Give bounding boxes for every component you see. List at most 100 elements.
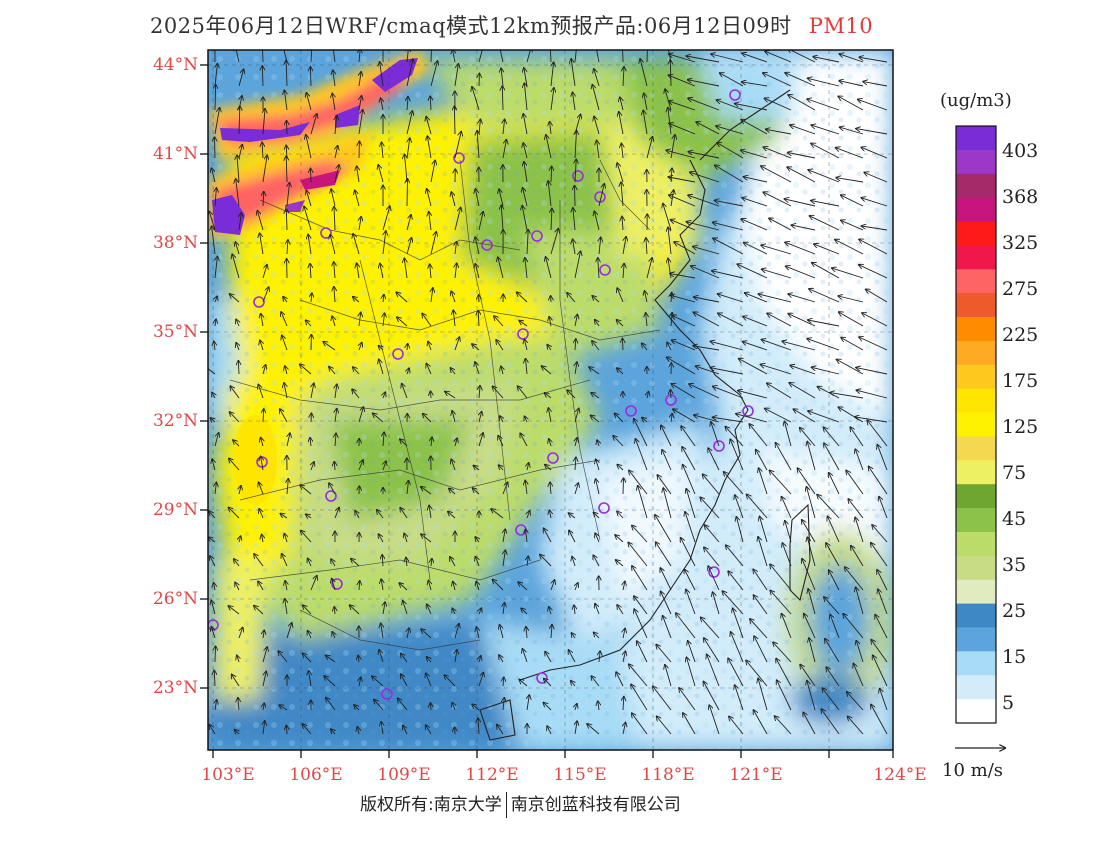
wind-arrow	[545, 465, 552, 471]
wind-arrow	[379, 650, 384, 663]
wind-arrow	[736, 414, 768, 423]
wind-arrow	[689, 384, 720, 399]
wind-arrow	[688, 80, 720, 87]
colorbar-swatch	[956, 388, 996, 414]
wind-arrow	[686, 56, 720, 63]
wind-arrow	[623, 582, 625, 591]
colorbar-swatch	[956, 531, 996, 557]
wind-arrow	[475, 264, 480, 279]
wind-arrow	[398, 698, 408, 711]
wind-arrow	[615, 414, 624, 423]
wind-arrow	[359, 217, 361, 231]
wind-arrow	[617, 288, 624, 303]
wind-arrow	[400, 508, 408, 519]
wind-arrow	[335, 409, 337, 423]
wind-arrow	[407, 97, 408, 111]
wind-arrow	[524, 83, 527, 111]
wind-arrow	[526, 627, 527, 639]
wind-arrow	[309, 671, 312, 687]
wind-arrow	[334, 287, 335, 303]
colorbar-swatch	[956, 436, 996, 461]
wind-arrow	[661, 592, 672, 615]
wind-arrow	[830, 393, 864, 399]
wind-arrow	[212, 393, 215, 399]
wind-arrow	[756, 450, 768, 471]
colorbar-swatch	[956, 699, 996, 724]
wind-arrow	[668, 177, 696, 183]
wind-arrow	[380, 62, 384, 87]
wind-arrow	[715, 200, 744, 207]
wind-arrow	[359, 313, 361, 327]
wind-arrow	[592, 341, 600, 351]
wind-arrow	[403, 601, 408, 615]
wind-arrow	[263, 192, 264, 207]
wind-arrow	[686, 590, 696, 615]
wind-arrow	[455, 650, 457, 663]
wind-arrow	[331, 729, 335, 734]
wind-arrow	[846, 471, 864, 495]
wind-arrow	[856, 390, 888, 399]
footer-owner: 版权所有:南京大学	[360, 795, 502, 815]
wind-arrow	[215, 85, 216, 111]
wind-arrow	[782, 341, 816, 351]
wind-arrow	[855, 449, 864, 471]
wind-arrow	[449, 489, 456, 495]
wind-arrow	[308, 559, 311, 567]
wind-arrow	[479, 656, 481, 663]
wind-arrow	[263, 703, 264, 711]
wind-arrow	[373, 413, 384, 423]
wind-arrow	[835, 240, 864, 255]
wind-arrow	[807, 339, 840, 351]
colorbar-swatch	[956, 675, 996, 700]
wind-arrow	[353, 234, 360, 255]
wind-arrow	[455, 242, 457, 255]
wind-arrow	[840, 127, 864, 135]
wind-arrow	[544, 528, 552, 543]
footer-company: 南京创蓝科技有限公司	[510, 795, 681, 815]
wind-arrow	[454, 132, 461, 159]
wind-arrow	[628, 543, 648, 567]
wind-arrow	[406, 111, 412, 135]
wind-arrow	[238, 69, 244, 87]
wind-arrow	[383, 392, 385, 399]
wind-arrow	[711, 54, 744, 63]
wind-arrow	[230, 294, 240, 303]
lat-label: 35°N	[152, 322, 198, 342]
colorbar-swatch	[956, 197, 996, 223]
wind-arrow	[551, 62, 554, 87]
wind-arrow	[287, 121, 288, 135]
wind-arrow	[232, 254, 240, 279]
colorbar-label: 15	[1002, 646, 1027, 668]
wind-arrow	[861, 147, 888, 159]
wind-arrow	[597, 141, 599, 159]
wind-arrow	[451, 368, 456, 375]
wind-arrow	[427, 657, 431, 663]
wind-arrow	[210, 418, 215, 422]
wind-arrow	[479, 608, 481, 615]
wind-arrow	[454, 624, 459, 639]
wind-arrow	[546, 257, 552, 279]
wind-arrow	[637, 641, 648, 663]
wind-arrow	[215, 64, 217, 87]
wind-arrow	[209, 725, 216, 735]
colorbar-swatch	[956, 579, 996, 605]
wind-arrow	[735, 104, 768, 111]
wind-arrow	[743, 317, 768, 327]
wind-arrow	[503, 677, 504, 687]
wind-arrow	[519, 321, 528, 327]
wind-arrow	[526, 50, 531, 63]
lat-label: 44°N	[152, 55, 198, 75]
wind-arrow	[869, 467, 888, 495]
wind-arrow	[310, 576, 317, 591]
wind-arrow	[379, 346, 384, 350]
wind-arrow	[499, 655, 503, 663]
colorbar-swatch	[956, 269, 996, 294]
wind-arrow	[653, 686, 672, 711]
wind-arrow	[821, 709, 840, 735]
wind-arrow	[761, 166, 792, 183]
wind-arrow	[404, 534, 407, 543]
wind-arrow	[761, 245, 792, 255]
wind-arrow	[502, 86, 503, 111]
wind-arrow	[567, 293, 576, 303]
wind-arrow	[877, 570, 888, 591]
